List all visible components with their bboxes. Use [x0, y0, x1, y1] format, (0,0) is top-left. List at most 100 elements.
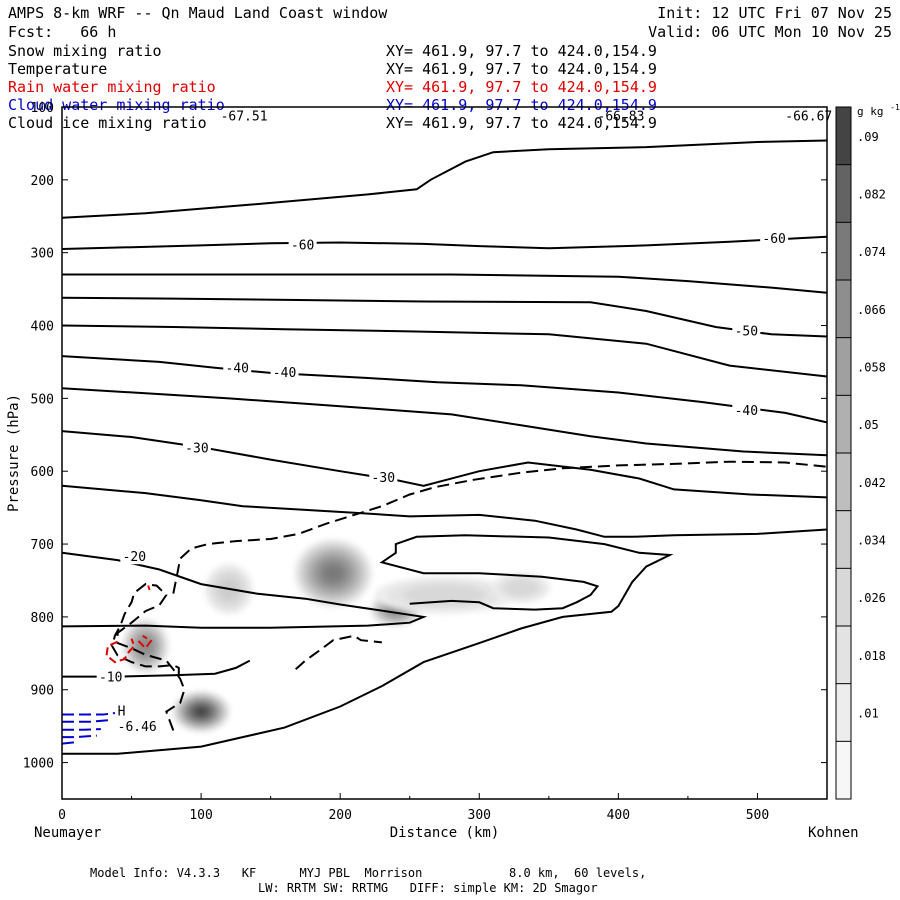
chart-title: AMPS 8-km WRF -- Qn Maud Land Coast wind… [8, 4, 388, 22]
extremum-label: -66.83 [598, 109, 645, 124]
cloud-ice-contour [111, 583, 186, 731]
colorbar: .01 .018 .026 .034 .042 .05 .058 .066 .074 .082 .0… [835, 103, 900, 800]
snow-shade-level [504, 578, 538, 597]
plot-area: -60 -60 -50 -40 -40 -40 -30 -30 -20 -10 [62, 139, 827, 755]
contour-label-bg [288, 237, 317, 253]
cloud-ice-contour [172, 460, 827, 594]
field-name: Cloud ice mixing ratio [8, 114, 207, 132]
temperature-contour [62, 387, 827, 457]
contour-label-bg [120, 549, 149, 565]
colorbar-unit: g kg -1 [857, 103, 900, 118]
colorbar-swatch [836, 510, 851, 569]
temperature-contour [62, 324, 827, 378]
field-name: Cloud water mixing ratio [8, 96, 225, 114]
extremum-label: H [118, 705, 126, 720]
x-tick-label: 300 [468, 808, 491, 823]
x-endpoint-right: Kohnen [808, 825, 859, 841]
temperature-contour [62, 534, 674, 755]
temperature-contour [62, 296, 827, 338]
rain-water-contour [137, 634, 153, 650]
colorbar-label: .026 [857, 591, 886, 605]
colorbar-swatch [836, 337, 851, 396]
colorbar-label: .082 [857, 188, 886, 202]
colorbar-swatch [836, 164, 851, 223]
y-tick-label: 700 [31, 538, 54, 553]
contour-label-bg [732, 402, 761, 418]
contour-label: -50 [735, 324, 758, 339]
field-xy: XY= 461.9, 97.7 to 424.0,154.9 [386, 114, 657, 132]
colorbar-label: .042 [857, 476, 886, 490]
colorbar-swatch [836, 626, 851, 684]
temperature-contour [62, 355, 827, 424]
snow-shade-level [322, 564, 344, 583]
colorbar-label: .058 [857, 361, 886, 375]
field-xy: XY= 461.9, 97.7 to 424.0,154.9 [386, 78, 657, 96]
shaded-snow-field [122, 539, 551, 733]
rain-water-contour [105, 638, 136, 664]
contour-label: -40 [226, 362, 249, 377]
field-name: Snow mixing ratio [8, 42, 162, 60]
contour-label-bg [760, 230, 789, 246]
contour-label: -10 [99, 670, 122, 685]
y-tick-label: 800 [31, 611, 54, 626]
contour-label-bg [182, 440, 211, 456]
field-name: Rain water mixing ratio [8, 78, 216, 96]
colorbar-label: .09 [857, 130, 879, 144]
y-tick-label: 500 [31, 392, 54, 407]
cloud-water-contour [62, 741, 77, 745]
contour-label-bg [223, 360, 252, 376]
colorbar-swatch [836, 395, 851, 453]
contour-label: -20 [123, 550, 146, 565]
colorbar-label: .018 [857, 649, 886, 663]
rain-water-contour [147, 585, 151, 591]
colorbar-label: .066 [857, 303, 886, 317]
contour-label: -40 [735, 404, 758, 419]
x-endpoint-left: Neumayer [34, 825, 101, 841]
temperature-contour [62, 484, 827, 538]
colorbar-swatch [836, 568, 851, 626]
y-tick-label: 1000 [23, 757, 54, 772]
field-name: Temperature [8, 60, 108, 78]
temperature-contour [62, 551, 428, 629]
x-tick-label: 0 [58, 808, 66, 823]
colorbar-swatch [836, 453, 851, 511]
x-tick-label: 400 [607, 808, 630, 823]
extremum-label: -66.67 [785, 109, 832, 124]
cloud-water-contour [62, 719, 108, 723]
y-tick-label: 900 [31, 684, 54, 699]
contour-label-bg [96, 669, 125, 685]
snow-shade-level [194, 707, 208, 717]
temperature-contour [62, 235, 827, 250]
plot-frame [61, 106, 828, 800]
extremum-label: -6.46 [118, 720, 157, 735]
contour-label-bg [732, 323, 761, 339]
colorbar-label: .074 [857, 245, 886, 259]
x-tick-label: 200 [328, 808, 351, 823]
x-tick-label: 100 [189, 808, 212, 823]
model-info: Model Info: V4.3.3 KF MYJ PBL Morrison 8… [90, 866, 647, 880]
contour-label: -60 [762, 232, 785, 247]
contour-label: -60 [291, 238, 314, 253]
y-axis-label: Pressure (hPa) [6, 394, 22, 512]
contour-label-bg [270, 364, 299, 380]
contour-label: -30 [372, 471, 395, 486]
colorbar-label: .034 [857, 534, 886, 548]
colorbar-swatch [836, 683, 851, 742]
colorbar-unit-text: g kg [857, 105, 890, 118]
forecast-hour: Fcst: 66 h [8, 23, 117, 41]
temperature-contour [62, 430, 827, 499]
contour-label: -40 [273, 366, 296, 381]
y-tick-label: 100 [31, 101, 54, 116]
contour-label-bg [369, 469, 398, 485]
y-tick-label: 300 [31, 247, 54, 262]
extremum-label: -67.51 [221, 109, 268, 124]
y-tick-label: 600 [31, 465, 54, 480]
x-axis-label: Distance (km) [390, 825, 500, 841]
valid-time: Valid: 06 UTC Mon 10 Nov 25 [648, 23, 892, 41]
colorbar-label: .05 [857, 418, 879, 432]
cloud-ice-contour [295, 634, 383, 671]
colorbar-swatch [836, 222, 851, 280]
temperature-contour [62, 139, 827, 219]
colorbar-swatch [836, 741, 851, 799]
